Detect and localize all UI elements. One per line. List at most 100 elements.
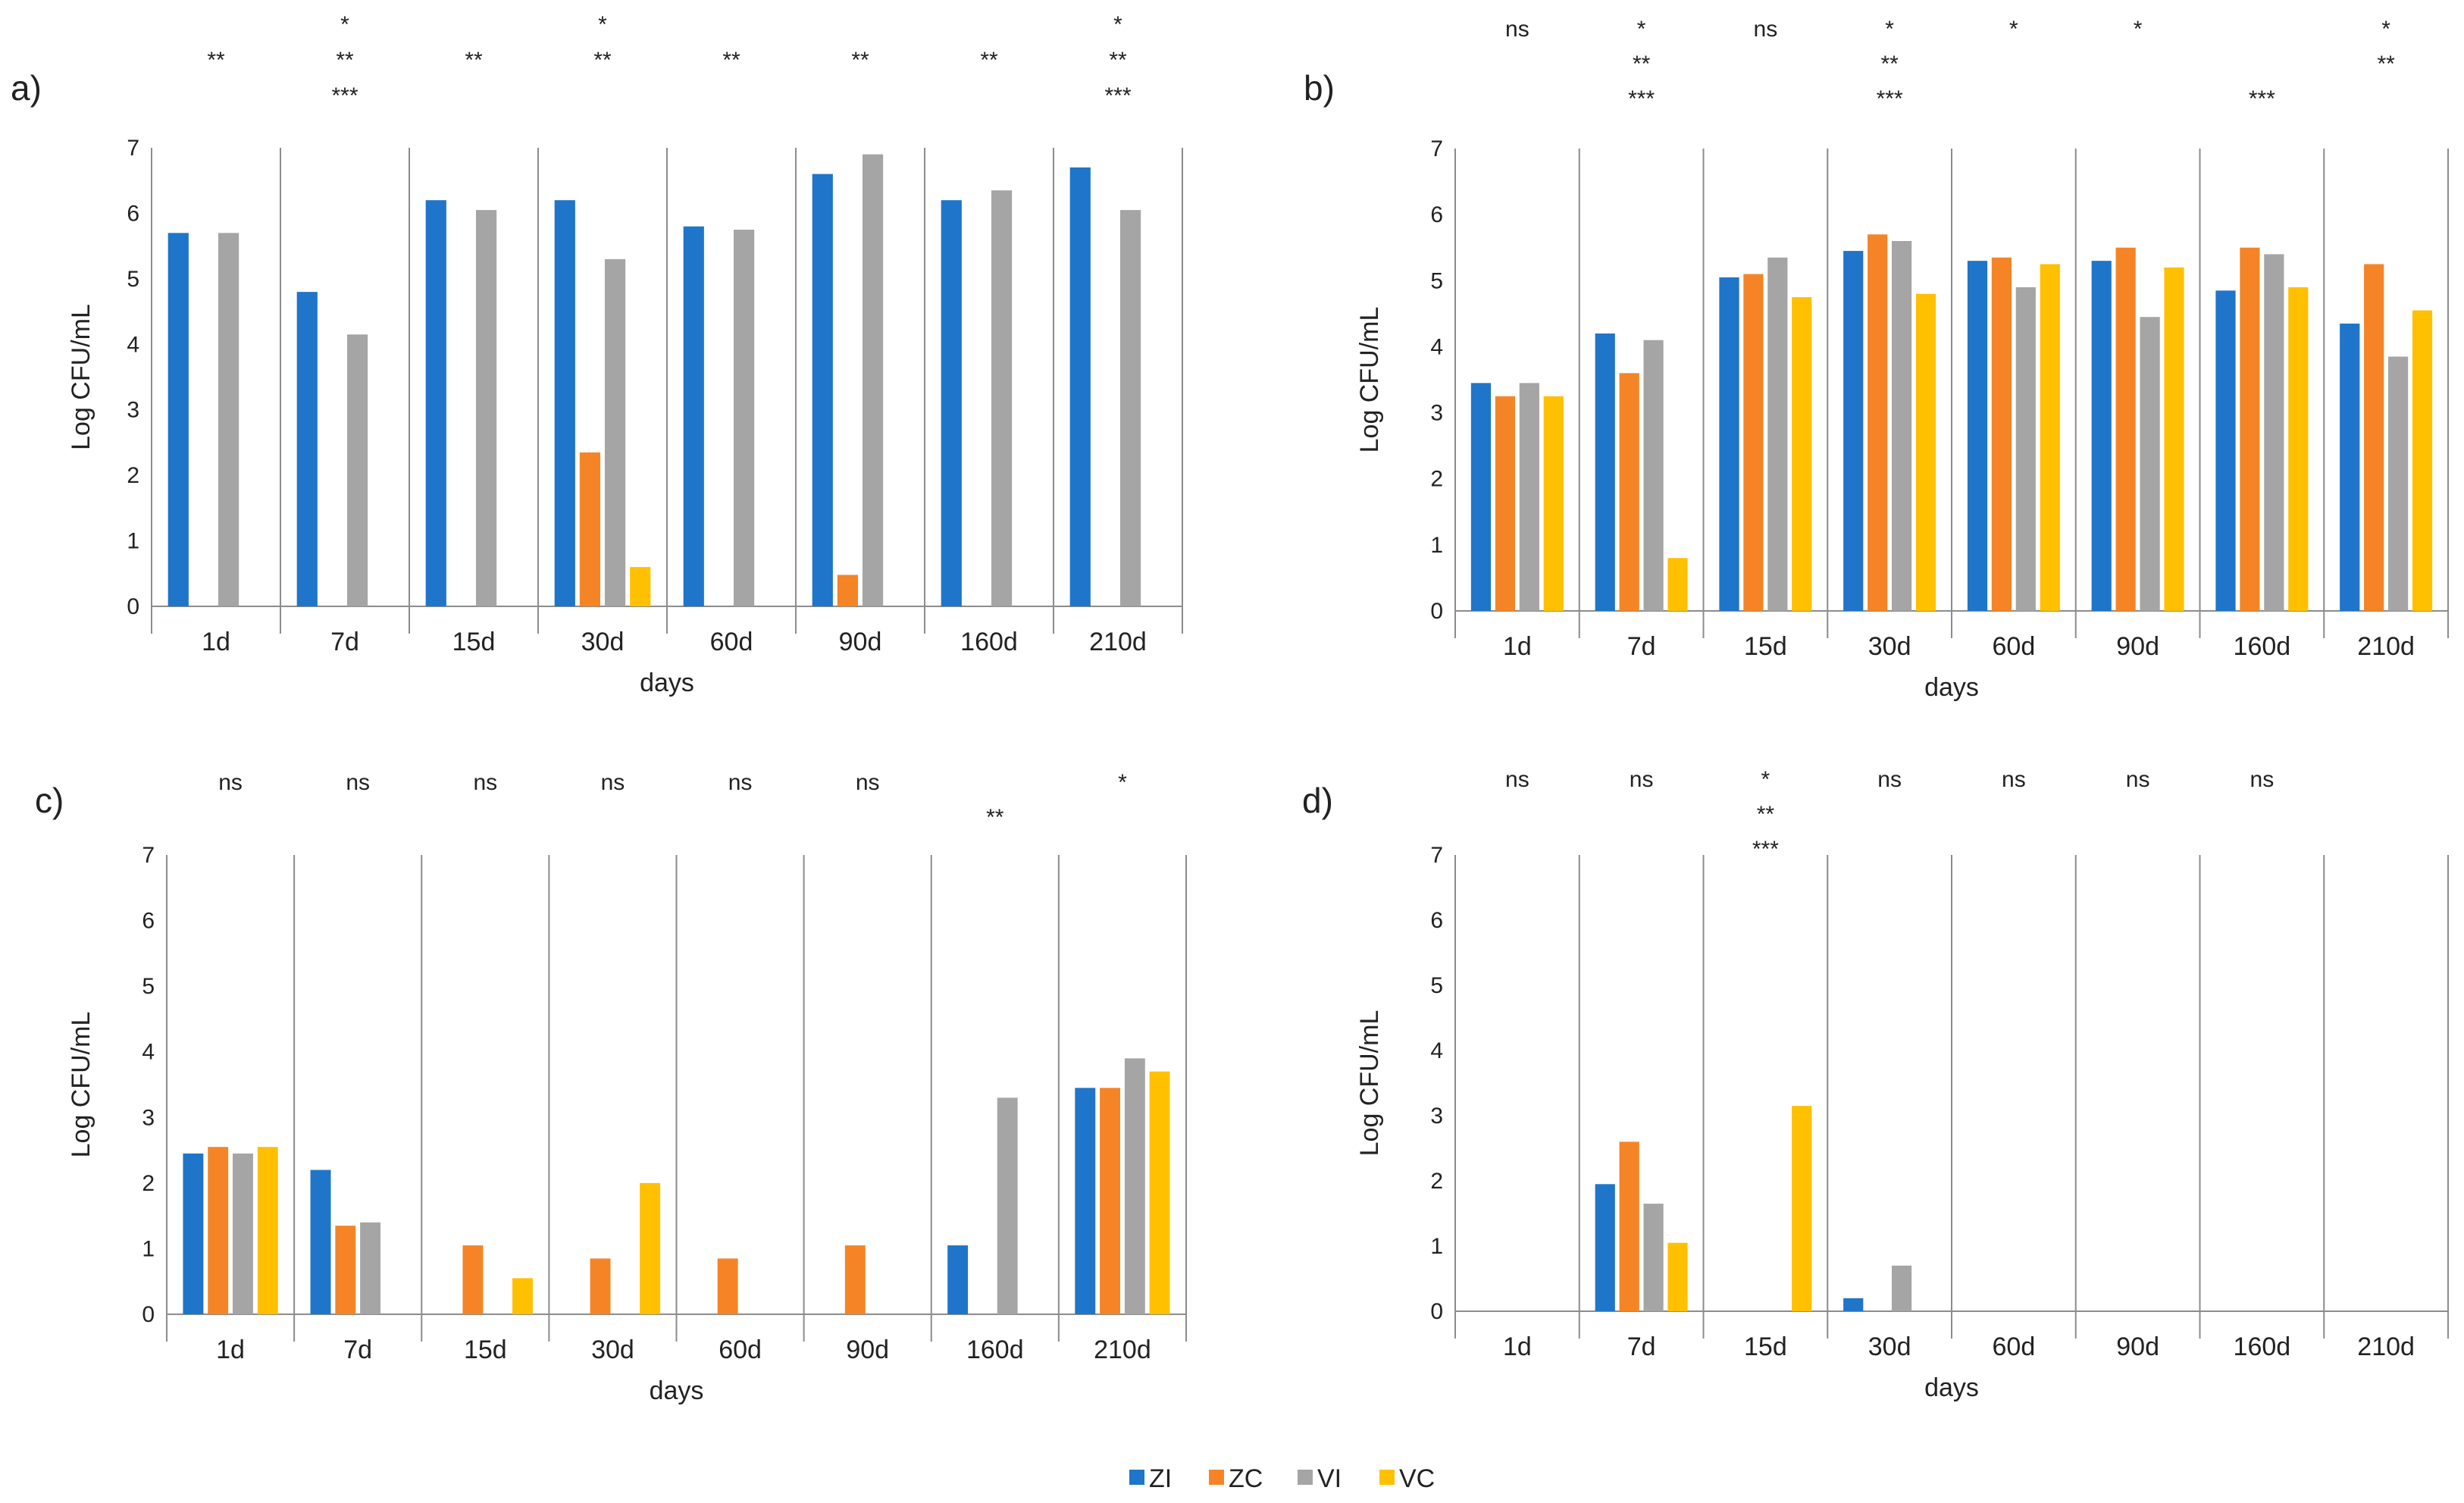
- bar-VI-15d: [1767, 257, 1788, 611]
- x-category-label: 30d: [1868, 632, 1911, 661]
- significance-marker: ns: [1505, 767, 1529, 792]
- bar-VC-60d: [2040, 264, 2060, 611]
- bar-VC-15d: [1792, 297, 1812, 611]
- y-tick-label: 3: [127, 398, 139, 423]
- bar-ZI-15d: [425, 200, 446, 607]
- significance-marker: *: [1637, 17, 1646, 42]
- bar-ZI-1d: [1470, 383, 1492, 611]
- x-category-label: 7d: [1627, 632, 1656, 661]
- significance-marker: *: [2134, 17, 2143, 42]
- legend-swatch-VC: [1379, 1470, 1395, 1485]
- significance-marker: ns: [346, 770, 370, 795]
- significance-marker: ***: [1104, 83, 1131, 108]
- bar-VC-30d: [640, 1182, 661, 1314]
- bar-VI-15d: [475, 210, 497, 606]
- bar-VI-90d: [862, 154, 884, 607]
- bar-ZI-60d: [1967, 261, 1988, 611]
- bar-ZC-30d: [1868, 234, 1888, 611]
- y-tick-label: 5: [142, 974, 155, 999]
- y-tick-label: 7: [1430, 136, 1443, 161]
- significance-marker: *: [598, 12, 607, 37]
- x-category-label: 7d: [330, 628, 359, 656]
- bar-ZI-7d: [296, 292, 318, 606]
- bar-ZC-15d: [1743, 274, 1764, 611]
- x-category-label: 30d: [591, 1335, 634, 1364]
- significance-marker: **: [1633, 52, 1651, 77]
- x-category-label: 60d: [1993, 632, 2036, 661]
- bar-ZC-15d: [462, 1245, 484, 1314]
- x-category-label: 7d: [1627, 1332, 1656, 1361]
- x-category-label: 15d: [1744, 1332, 1787, 1361]
- bar-VI-210d: [1119, 210, 1141, 606]
- significance-marker: **: [986, 805, 1004, 830]
- y-tick-label: 5: [127, 267, 139, 292]
- bar-ZC-210d: [2364, 264, 2384, 611]
- chart-panel-2: b)Log CFU/mL012345671dns7d******15dns30d…: [1304, 17, 2449, 702]
- significance-marker: ns: [218, 770, 243, 795]
- x-category-label: 160d: [2234, 1332, 2291, 1361]
- y-tick-label: 4: [142, 1040, 155, 1065]
- y-tick-label: 4: [1430, 334, 1443, 359]
- legend-swatch-ZC: [1209, 1470, 1224, 1485]
- significance-marker: ***: [331, 83, 358, 108]
- chart-panel-3: c) Log CFU/mL 0 1 2 3 4 5 6 7 1d ns 7d ns 15d ns 30d ns 60…: [35, 770, 1187, 1405]
- chart-panel-4: d)Log CFU/mL012345671dns7dns15d******30d…: [1302, 767, 2449, 1402]
- significance-marker: ns: [601, 770, 625, 795]
- bar-VI-7d: [1643, 340, 1664, 611]
- significance-marker: ns: [2250, 767, 2275, 792]
- y-tick-label: 6: [127, 201, 139, 226]
- bar-ZI-60d: [683, 226, 704, 606]
- bar-VI-160d: [991, 190, 1013, 606]
- bar-ZI-160d: [941, 200, 962, 607]
- y-axis-title: Log CFU/mL: [1355, 1010, 1384, 1157]
- bar-VC-1d: [257, 1147, 278, 1314]
- chart-panels: a)Log CFU/mL012345671d**7d******15d**30d…: [11, 12, 2449, 1405]
- bar-ZC-1d: [1495, 396, 1516, 611]
- bar-ZI-160d: [947, 1245, 969, 1314]
- y-tick-label: 6: [1430, 202, 1443, 227]
- significance-marker: **: [722, 48, 740, 73]
- bar-VI-7d: [1643, 1204, 1664, 1311]
- y-tick-label: 2: [127, 463, 139, 488]
- y-tick-label: 1: [1430, 1234, 1443, 1259]
- bar-VI-1d: [233, 1153, 253, 1314]
- bar-ZI-210d: [2340, 323, 2360, 611]
- bar-ZI-7d: [310, 1170, 331, 1314]
- significance-marker: ns: [856, 770, 880, 795]
- x-category-label: 30d: [1868, 1332, 1911, 1361]
- legend-label-ZC: ZC: [1229, 1464, 1263, 1493]
- y-tick-label: 0: [1430, 599, 1443, 624]
- bar-VC-15d: [512, 1278, 533, 1314]
- bar-ZC-7d: [335, 1226, 356, 1314]
- bar-VC-90d: [2164, 267, 2184, 611]
- x-category-label: 160d: [2234, 632, 2291, 661]
- x-category-label: 30d: [581, 628, 625, 656]
- bar-ZI-1d: [183, 1153, 204, 1314]
- bar-VI-1d: [1519, 383, 1539, 611]
- x-axis-title: days: [650, 1376, 704, 1405]
- y-tick-label: 1: [1430, 533, 1443, 558]
- significance-marker: **: [465, 48, 483, 73]
- chart-panel-1: a)Log CFU/mL012345671d**7d******15d**30d…: [11, 12, 1183, 697]
- significance-marker: ns: [1630, 767, 1654, 792]
- y-tick-label: 0: [142, 1302, 155, 1327]
- significance-marker: *: [1761, 767, 1771, 792]
- significance-marker: ***: [1628, 86, 1655, 111]
- bar-ZC-90d: [837, 575, 859, 606]
- bar-VC-210d: [2412, 310, 2433, 611]
- legend-label-VC: VC: [1399, 1464, 1435, 1493]
- significance-marker: **: [593, 48, 612, 73]
- x-axis-title: days: [1924, 1373, 1979, 1402]
- bar-VI-160d: [2264, 254, 2284, 611]
- significance-marker: *: [1885, 17, 1894, 42]
- bar-ZI-7d: [1595, 1184, 1615, 1311]
- y-tick-label: 7: [142, 843, 155, 868]
- x-category-label: 7d: [343, 1335, 372, 1364]
- bar-VI-210d: [1124, 1058, 1145, 1314]
- bar-VI-60d: [733, 230, 755, 606]
- y-axis-title: Log CFU/mL: [67, 304, 95, 450]
- x-axis-title: days: [1924, 673, 1979, 702]
- y-tick-label: 6: [142, 909, 155, 934]
- bar-ZI-1d: [168, 233, 189, 606]
- bar-VC-210d: [1149, 1071, 1170, 1314]
